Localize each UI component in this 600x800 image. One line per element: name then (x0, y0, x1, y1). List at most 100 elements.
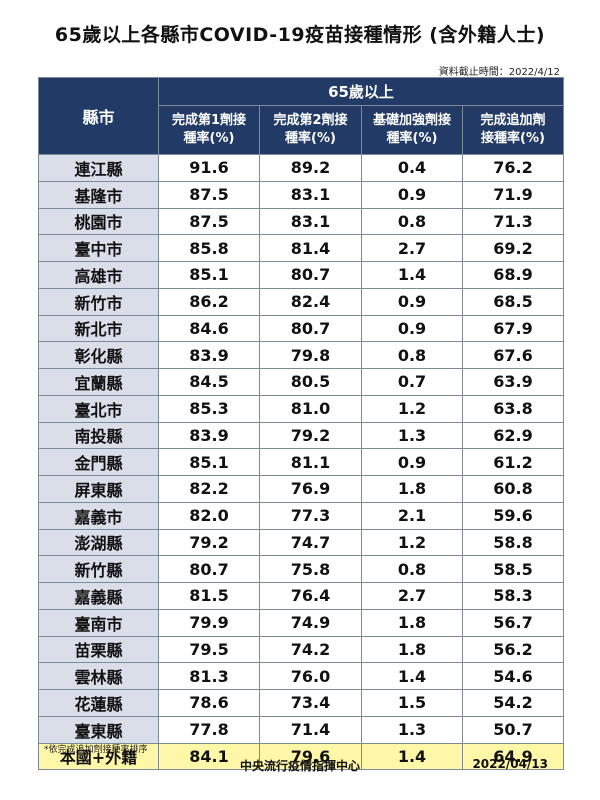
rate-cell-d2: 75.8 (259, 555, 362, 583)
county-cell: 嘉義縣 (38, 582, 159, 610)
rate-cell-d2: 76.0 (259, 662, 362, 690)
table-body: 連江縣 91.6 89.2 0.4 76.2 基隆市 87.5 83.1 0.9 71.9 桃園市 8… (38, 154, 564, 771)
rate-cell-d1: 86.2 (158, 287, 260, 316)
rate-cell-d1: 82.0 (158, 501, 260, 530)
rate-cell-basic: 2.7 (361, 582, 463, 610)
county-cell: 基隆市 (38, 180, 159, 209)
rate-cell-d1: 84.6 (158, 314, 260, 343)
rate-cell-basic: 0.8 (361, 555, 463, 583)
column-header-dose1: 完成第1劑接 種率(%) (158, 105, 260, 155)
rate-cell-booster: 63.9 (462, 368, 564, 396)
rate-cell-d1: 81.5 (158, 582, 260, 610)
rate-cell-booster: 59.6 (462, 501, 564, 530)
vaccination-table: 縣市 65歲以上 完成第1劑接 種率(%) 完成第2劑接 種率(%) 基礎加強劑接種… (38, 77, 564, 771)
table-row: 連江縣 91.6 89.2 0.4 76.2 (38, 154, 564, 182)
table-row: 嘉義市 82.0 77.3 2.1 59.6 (38, 501, 564, 530)
rate-cell-d1: 82.2 (158, 475, 260, 503)
rate-cell-d1: 78.6 (158, 689, 260, 717)
table-row: 南投縣 83.9 79.2 1.3 62.9 (38, 421, 564, 450)
table-row: 金門縣 85.1 81.1 0.9 61.2 (38, 448, 564, 476)
rate-cell-d1: 79.9 (158, 608, 260, 637)
table-row: 桃園市 87.5 83.1 0.8 71.3 (38, 207, 564, 236)
rate-cell-d2: 79.8 (259, 341, 362, 369)
county-cell: 本國+外籍 (38, 742, 159, 771)
rate-cell-booster: 68.5 (462, 287, 564, 316)
rate-cell-d1: 85.3 (158, 394, 260, 423)
table-row: 雲林縣 81.3 76.0 1.4 54.6 (38, 662, 564, 690)
table-row: 臺北市 85.3 81.0 1.2 63.8 (38, 394, 564, 423)
rate-cell-basic: 0.8 (361, 341, 463, 369)
table-row: 宜蘭縣 84.5 80.5 0.7 63.9 (38, 368, 564, 396)
rate-cell-d2: 83.1 (259, 207, 362, 236)
rate-cell-d1: 84.5 (158, 368, 260, 396)
rate-cell-booster: 61.2 (462, 448, 564, 476)
rate-cell-basic: 1.3 (361, 421, 463, 450)
rate-cell-d1: 83.9 (158, 341, 260, 369)
rate-cell-d1: 91.6 (158, 154, 260, 182)
rate-cell-d1: 80.7 (158, 555, 260, 583)
rate-cell-d1: 85.8 (158, 234, 260, 262)
rate-cell-booster: 69.2 (462, 234, 564, 262)
rate-cell-d2: 80.7 (259, 314, 362, 343)
rate-cell-booster: 68.9 (462, 261, 564, 289)
rate-cell-d1: 87.5 (158, 207, 260, 236)
table-row: 花蓮縣 78.6 73.4 1.5 54.2 (38, 689, 564, 717)
rate-cell-d1: 77.8 (158, 715, 260, 744)
rate-cell-basic: 1.8 (361, 635, 463, 664)
county-cell: 臺南市 (38, 608, 159, 637)
rate-cell-booster: 63.8 (462, 394, 564, 423)
rate-cell-d2: 81.0 (259, 394, 362, 423)
rate-cell-d1: 79.2 (158, 528, 260, 557)
footnote: *依完成追加劑接種率排序 (44, 745, 148, 755)
rate-cell-d2: 80.7 (259, 261, 362, 289)
rate-cell-booster: 71.9 (462, 180, 564, 209)
column-header-dose2: 完成第2劑接 種率(%) (259, 105, 362, 155)
rate-cell-d2: 81.4 (259, 234, 362, 262)
county-column-header: 縣市 (38, 77, 159, 155)
issue-date: 2022/04/13 (472, 757, 548, 771)
table-row: 苗栗縣 79.5 74.2 1.8 56.2 (38, 635, 564, 664)
rate-cell-booster: 58.8 (462, 528, 564, 557)
rate-cell-booster: 71.3 (462, 207, 564, 236)
rate-cell-basic: 1.2 (361, 394, 463, 423)
county-cell: 新北市 (38, 314, 159, 343)
age-group-header: 65歲以上 (158, 77, 564, 106)
county-cell: 桃園市 (38, 207, 159, 236)
data-cutoff-time: 資料截止時間：2022/4/12 (438, 67, 560, 78)
rate-cell-basic: 2.7 (361, 234, 463, 262)
table-row: 臺南市 79.9 74.9 1.8 56.7 (38, 608, 564, 637)
rate-cell-booster: 50.7 (462, 715, 564, 744)
county-cell: 高雄市 (38, 261, 159, 289)
rate-cell-d2: 74.7 (259, 528, 362, 557)
county-cell: 臺北市 (38, 394, 159, 423)
page-title: 65歲以上各縣市COVID-19疫苗接種情形 (含外籍人士) (54, 24, 546, 46)
county-cell: 金門縣 (38, 448, 159, 476)
issuer: 中央流行疫情指揮中心 (239, 759, 360, 773)
rate-cell-basic: 1.4 (361, 662, 463, 690)
county-cell: 連江縣 (38, 154, 159, 182)
rate-cell-d1: 81.3 (158, 662, 260, 690)
rate-cell-d2: 71.4 (259, 715, 362, 744)
table-row: 澎湖縣 79.2 74.7 1.2 58.8 (38, 528, 564, 557)
rate-cell-booster: 64.9 (462, 742, 564, 771)
rate-cell-d2: 76.9 (259, 475, 362, 503)
rate-cell-booster: 76.2 (462, 154, 564, 182)
rate-cell-booster: 67.6 (462, 341, 564, 369)
rate-cell-booster: 67.9 (462, 314, 564, 343)
county-cell: 雲林縣 (38, 662, 159, 690)
county-cell: 臺中市 (38, 234, 159, 262)
table-row: 新竹市 86.2 82.4 0.9 68.5 (38, 287, 564, 316)
table-row: 新竹縣 80.7 75.8 0.8 58.5 (38, 555, 564, 583)
rate-cell-booster: 54.2 (462, 689, 564, 717)
county-cell: 苗栗縣 (38, 635, 159, 664)
rate-cell-d2: 79.6 (259, 742, 362, 771)
county-cell: 嘉義市 (38, 501, 159, 530)
rate-cell-basic: 1.8 (361, 608, 463, 637)
rate-cell-d2: 82.4 (259, 287, 362, 316)
county-cell: 屏東縣 (38, 475, 159, 503)
rate-cell-d2: 79.2 (259, 421, 362, 450)
table-row: 彰化縣 83.9 79.8 0.8 67.6 (38, 341, 564, 369)
rate-cell-basic: 0.4 (361, 154, 463, 182)
rate-cell-basic: 1.8 (361, 475, 463, 503)
rate-cell-basic: 1.3 (361, 715, 463, 744)
